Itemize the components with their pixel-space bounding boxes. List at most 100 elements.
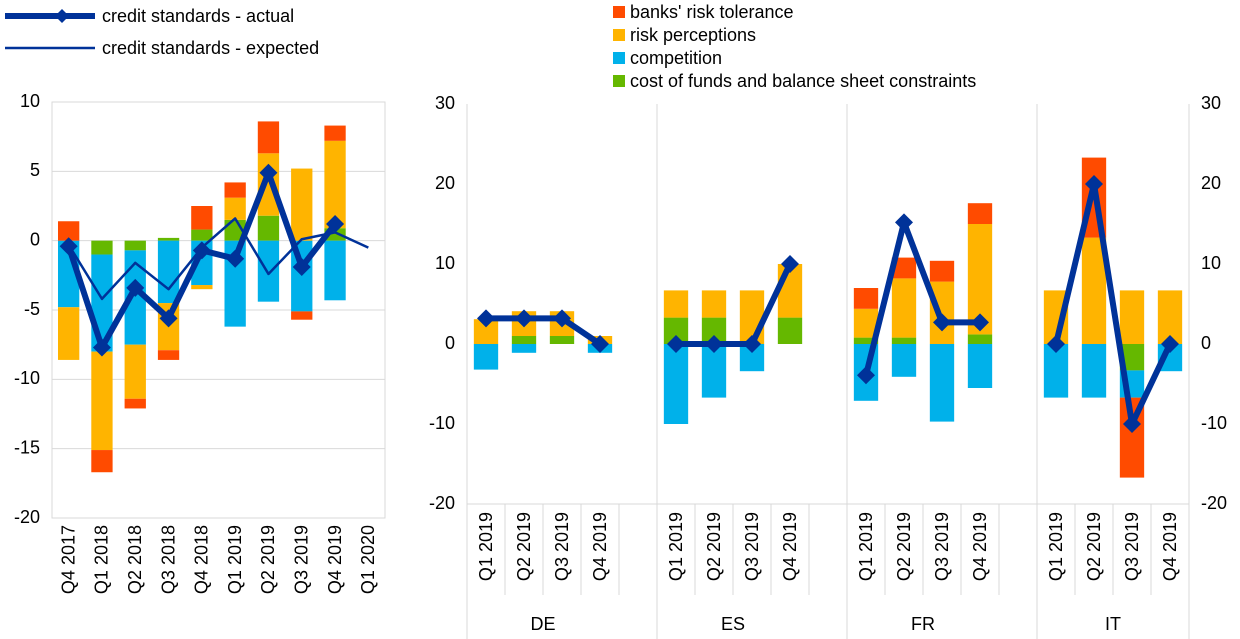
- marker: [705, 335, 723, 353]
- bar: [291, 168, 313, 241]
- x-tick-label: Q2 2019: [258, 525, 278, 594]
- bar: [191, 206, 213, 230]
- bar: [511, 336, 537, 344]
- bar: [91, 351, 113, 451]
- bar: [891, 337, 917, 344]
- legend-marker: [55, 9, 69, 23]
- y-tick-label: -20: [429, 493, 455, 513]
- x-tick-label: Q4 2019: [590, 512, 610, 581]
- x-tick-label: Q3 2018: [158, 525, 178, 594]
- marker: [971, 313, 989, 332]
- y-tick-label: -20: [14, 507, 40, 527]
- x-tick-label: Q1 2019: [1046, 512, 1066, 581]
- bar: [191, 285, 213, 290]
- x-tick-label: Q2 2019: [1084, 512, 1104, 581]
- bar: [224, 197, 246, 220]
- x-tick-label: Q2 2019: [704, 512, 724, 581]
- marker: [515, 309, 533, 328]
- x-tick-label: Q4 2019: [1160, 512, 1180, 581]
- marker: [743, 335, 761, 353]
- legend-label: risk perceptions: [630, 25, 756, 45]
- marker: [292, 258, 311, 277]
- x-tick-label: Q4 2018: [192, 525, 212, 594]
- bar: [257, 153, 280, 216]
- bar: [1081, 237, 1107, 344]
- y2-tick-label: -20: [1201, 493, 1227, 513]
- bar: [157, 350, 180, 360]
- bar: [157, 240, 180, 304]
- x-tick-label: Q3 2019: [932, 512, 952, 581]
- x-tick-label: Q2 2019: [514, 512, 534, 581]
- bar: [663, 344, 689, 424]
- marker: [667, 335, 685, 353]
- x-tick-label: Q4 2017: [58, 525, 78, 594]
- line: [486, 181, 1173, 427]
- legend-swatch: [613, 29, 625, 41]
- bar: [257, 240, 280, 302]
- x-tick-label: Q1 2018: [92, 525, 112, 594]
- bar: [191, 229, 213, 241]
- x-tick-label: Q1 2020: [358, 525, 378, 594]
- bar: [91, 240, 113, 255]
- x-tick-label: Q4 2019: [325, 525, 345, 594]
- y2-tick-label: 30: [1201, 93, 1221, 113]
- bar: [891, 344, 917, 377]
- bar: [891, 278, 917, 338]
- bar: [257, 215, 280, 241]
- marker: [1123, 415, 1141, 433]
- marker: [1047, 335, 1065, 353]
- marker: [477, 309, 495, 328]
- y-tick-label: 10: [20, 91, 40, 111]
- bar: [967, 334, 993, 344]
- legend-label: competition: [630, 48, 722, 68]
- marker: [159, 309, 178, 328]
- bar: [91, 450, 113, 473]
- y2-tick-label: -10: [1201, 413, 1227, 433]
- bar: [663, 290, 689, 318]
- marker: [591, 335, 609, 353]
- bar: [124, 250, 146, 345]
- bar: [853, 288, 879, 309]
- x-tick-label: Q4 2019: [970, 512, 990, 581]
- bar: [291, 311, 313, 320]
- bar: [324, 240, 346, 301]
- x-tick-label: Q3 2019: [1122, 512, 1142, 581]
- bar: [777, 317, 803, 344]
- x-tick-label: Q3 2019: [292, 525, 312, 594]
- bar: [701, 290, 727, 318]
- marker: [1161, 335, 1179, 353]
- plot-frame: [51, 101, 386, 519]
- marker: [326, 215, 345, 234]
- y-tick-label: 0: [445, 333, 455, 353]
- bar: [929, 344, 955, 422]
- x-tick-label: Q2 2018: [125, 525, 145, 594]
- y-tick-label: -10: [14, 368, 40, 388]
- bar: [891, 257, 917, 279]
- bar: [157, 237, 180, 241]
- x-tick-label: Q2 2019: [894, 512, 914, 581]
- marker: [553, 309, 571, 328]
- x-tick-label: Q1 2019: [856, 512, 876, 581]
- group-label: DE: [530, 614, 555, 634]
- marker: [1085, 175, 1103, 193]
- marker: [781, 255, 799, 273]
- y2-tick-label: 20: [1201, 173, 1221, 193]
- y-tick-label: 20: [435, 173, 455, 193]
- bar: [257, 121, 280, 154]
- legend-swatch: [613, 75, 625, 87]
- legend-swatch: [613, 52, 625, 64]
- bar: [57, 307, 80, 360]
- bar: [967, 203, 993, 224]
- group-label: FR: [911, 614, 935, 634]
- marker: [126, 278, 145, 297]
- x-tick-label: Q4 2019: [780, 512, 800, 581]
- bar: [511, 344, 537, 353]
- bar: [124, 240, 146, 251]
- bar: [224, 182, 246, 198]
- marker: [857, 366, 875, 385]
- bar: [967, 344, 993, 388]
- bar: [1081, 344, 1107, 398]
- bar: [1119, 290, 1145, 344]
- bar: [853, 337, 879, 344]
